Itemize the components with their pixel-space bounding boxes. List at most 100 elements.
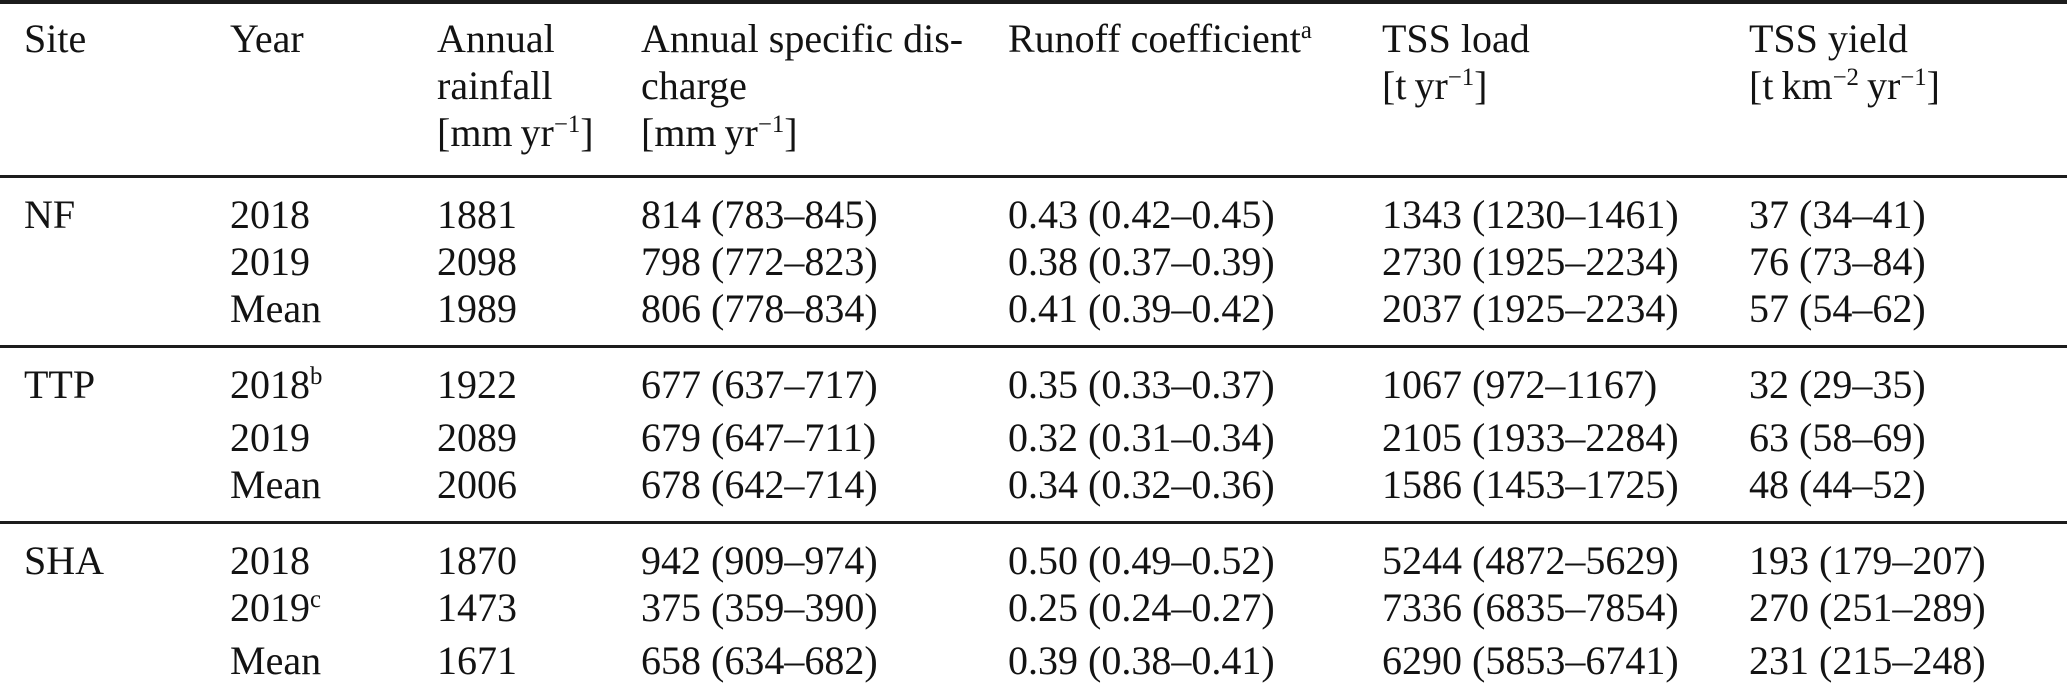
column-header-tss_load: TSS load [t yr−1]: [1382, 2, 1749, 177]
header-line: TSS load: [1382, 16, 1530, 61]
table-header: Site Year Annual rainfall [mm yr−1] Annual sp…: [0, 2, 2067, 177]
cell-tss_yield: 57 (54–62): [1749, 286, 1926, 331]
cell-discharge: 806 (778–834): [641, 286, 878, 331]
column-header-discharge: Annual specific dis-charge [mm yr−1]: [641, 2, 1008, 177]
cell-discharge: 677 (637–717): [641, 362, 878, 407]
header-line: Site: [24, 16, 87, 61]
cell-tss_yield: 193 (179–207): [1749, 538, 1986, 583]
cell-site: [0, 584, 230, 637]
cell-year: 2018: [230, 538, 310, 583]
superscript: −1: [1447, 64, 1475, 92]
cell-runoff: 0.50 (0.49–0.52): [1008, 538, 1275, 583]
table-row: TTP 2018b 1922 677 (637–717) 0.35 (0.33–0.37…: [0, 347, 2067, 415]
table-row: NF 2018 1881 814 (783–845) 0.43 (0.42–0.45) 1…: [0, 177, 2067, 239]
cell-tss_load: 1586 (1453–1725): [1382, 462, 1679, 507]
cell-discharge: 658 (634–682): [641, 638, 878, 683]
superscript: −2: [1832, 64, 1859, 92]
cell-rainfall: 1870: [437, 538, 517, 583]
column-header-tss_yield: TSS yield [t km−2 yr−1]: [1749, 2, 2067, 177]
cell-tss_load: 1067 (972–1167): [1382, 362, 1658, 407]
site-section-nf: NF 2018 1881 814 (783–845) 0.43 (0.42–0.45) 1…: [0, 176, 2067, 347]
superscript: −1: [553, 111, 581, 139]
cell-discharge: 814 (783–845): [641, 192, 878, 237]
cell-rainfall: 1989: [437, 286, 517, 331]
cell-site: SHA: [24, 538, 105, 583]
cell-tss_yield: 63 (58–69): [1749, 415, 1926, 460]
superscript: −1: [1900, 64, 1927, 92]
cell-runoff: 0.32 (0.31–0.34): [1008, 415, 1275, 460]
cell-tss_yield: 48 (44–52): [1749, 462, 1926, 507]
cell-tss_load: 2105 (1933–2284): [1382, 415, 1679, 460]
cell-year: Mean: [230, 638, 322, 683]
cell-runoff: 0.34 (0.32–0.36): [1008, 462, 1275, 507]
column-header-runoff: Runoff coefficienta: [1008, 2, 1382, 177]
cell-tss_load: 2730 (1925–2234): [1382, 239, 1679, 284]
column-header-rainfall: Annual rainfall [mm yr−1]: [437, 2, 641, 177]
table-row: 2019 2089 679 (647–711) 0.32 (0.31–0.34) 210…: [0, 414, 2067, 461]
header-line: [t yr−1]: [1382, 63, 1488, 108]
table-row: 2019 2098 798 (772–823) 0.38 (0.37–0.39) 273…: [0, 238, 2067, 285]
cell-rainfall: 1881: [437, 192, 517, 237]
cell-discharge: 678 (642–714): [641, 462, 878, 507]
cell-runoff: 0.41 (0.39–0.42): [1008, 286, 1275, 331]
superscript: b: [310, 363, 323, 391]
header-line: Year: [230, 16, 304, 61]
site-section-sha: SHA 2018 1870 942 (909–974) 0.50 (0.49–0.52)…: [0, 522, 2067, 692]
cell-tss_load: 2037 (1925–2234): [1382, 286, 1679, 331]
cell-site: [0, 238, 230, 285]
cell-year: 2019c: [230, 585, 322, 630]
cell-runoff: 0.25 (0.24–0.27): [1008, 585, 1275, 630]
cell-tss_yield: 37 (34–41): [1749, 192, 1926, 237]
cell-rainfall: 1671: [437, 638, 517, 683]
superscript: c: [310, 586, 322, 614]
table-row: Mean 1671 658 (634–682) 0.39 (0.38–0.41) 629…: [0, 637, 2067, 692]
cell-discharge: 375 (359–390): [641, 585, 878, 630]
header-line: Annual: [437, 16, 555, 61]
cell-site: TTP: [24, 362, 96, 407]
cell-year: Mean: [230, 286, 322, 331]
cell-site: [0, 414, 230, 461]
site-section-ttp: TTP 2018b 1922 677 (637–717) 0.35 (0.33–0.37…: [0, 346, 2067, 523]
cell-site: NF: [24, 192, 76, 237]
cell-year: 2018b: [230, 362, 323, 407]
table-header-row: Site Year Annual rainfall [mm yr−1] Annual sp…: [0, 2, 2067, 177]
header-line: [mm yr−1]: [641, 110, 798, 155]
table-row: 2019c 1473 375 (359–390) 0.25 (0.24–0.27) 73…: [0, 584, 2067, 637]
cell-runoff: 0.35 (0.33–0.37): [1008, 362, 1275, 407]
column-header-year: Year: [230, 2, 437, 177]
cell-tss_yield: 270 (251–289): [1749, 585, 1986, 630]
header-line: Annual specific dis-: [641, 16, 964, 61]
cell-rainfall: 1473: [437, 585, 517, 630]
cell-tss_load: 1343 (1230–1461): [1382, 192, 1679, 237]
cell-rainfall: 2098: [437, 239, 517, 284]
cell-rainfall: 1922: [437, 362, 517, 407]
cell-tss_load: 7336 (6835–7854): [1382, 585, 1679, 630]
cell-year: 2018: [230, 192, 310, 237]
cell-discharge: 798 (772–823): [641, 239, 878, 284]
column-header-site: Site: [0, 2, 230, 177]
header-line: [mm yr−1]: [437, 110, 594, 155]
cell-rainfall: 2089: [437, 415, 517, 460]
cell-site: [0, 285, 230, 347]
cell-runoff: 0.39 (0.38–0.41): [1008, 638, 1275, 683]
header-line: Runoff coefficienta: [1008, 16, 1312, 61]
superscript: a: [1300, 17, 1312, 45]
superscript: −1: [757, 111, 785, 139]
cell-discharge: 679 (647–711): [641, 415, 877, 460]
header-line: charge: [641, 63, 747, 108]
table-row: SHA 2018 1870 942 (909–974) 0.50 (0.49–0.52)…: [0, 523, 2067, 585]
header-line: rainfall: [437, 63, 553, 108]
cell-tss_yield: 231 (215–248): [1749, 638, 1986, 683]
cell-tss_yield: 76 (73–84): [1749, 239, 1926, 284]
cell-tss_load: 5244 (4872–5629): [1382, 538, 1679, 583]
cell-year: 2019: [230, 239, 310, 284]
table-row: Mean 1989 806 (778–834) 0.41 (0.39–0.42) 203…: [0, 285, 2067, 347]
cell-site: [0, 637, 230, 692]
header-line: [t km−2 yr−1]: [1749, 63, 1940, 108]
cell-rainfall: 2006: [437, 462, 517, 507]
cell-year: Mean: [230, 462, 322, 507]
table-row: Mean 2006 678 (642–714) 0.34 (0.32–0.36) 158…: [0, 461, 2067, 523]
cell-tss_yield: 32 (29–35): [1749, 362, 1926, 407]
